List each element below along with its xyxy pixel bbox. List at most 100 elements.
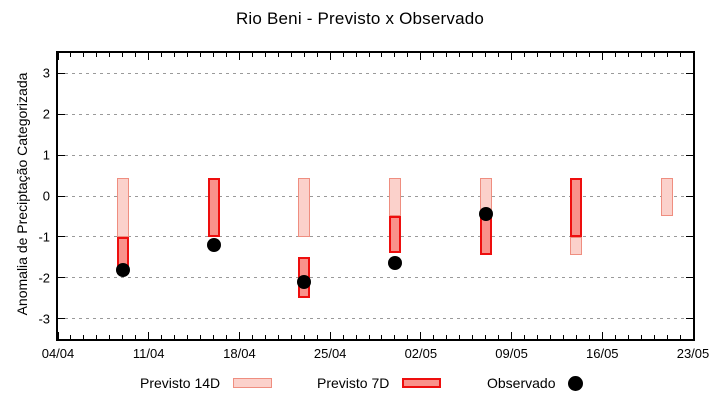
x-tick-mark-top bbox=[692, 53, 694, 60]
x-tick-mark-top bbox=[640, 53, 642, 57]
y-tick-label: -1 bbox=[38, 229, 50, 245]
x-tick-mark-top bbox=[549, 53, 551, 57]
x-tick-mark-bottom bbox=[109, 335, 111, 339]
x-tick-mark-top bbox=[562, 53, 564, 57]
legend-swatch-observado bbox=[568, 375, 584, 391]
x-tick-mark-top bbox=[394, 53, 396, 57]
x-tick-mark-bottom bbox=[381, 335, 383, 339]
x-tick-mark-bottom bbox=[148, 332, 150, 339]
legend-label: Previsto 14D bbox=[140, 375, 221, 391]
legend-item-observado: Observado bbox=[487, 371, 584, 395]
y-tick-mark-right bbox=[686, 113, 693, 115]
observed-point bbox=[206, 238, 221, 253]
x-tick-mark-bottom bbox=[135, 335, 137, 339]
observed-point bbox=[387, 256, 402, 271]
x-tick-mark-top bbox=[433, 53, 435, 57]
x-tick-mark-bottom bbox=[290, 335, 292, 339]
legend-label: Observado bbox=[487, 375, 556, 391]
x-tick-mark-bottom bbox=[459, 335, 461, 339]
x-tick-mark-bottom bbox=[653, 335, 655, 339]
x-tick-mark-bottom bbox=[485, 335, 487, 339]
legend-label: Previsto 7D bbox=[317, 375, 390, 391]
x-tick-mark-top bbox=[679, 53, 681, 57]
x-tick-mark-bottom bbox=[640, 335, 642, 339]
y-tick-mark-left bbox=[58, 318, 65, 320]
x-tick-mark-top bbox=[83, 53, 85, 57]
forecast-14d-bar bbox=[661, 177, 674, 217]
x-tick-label: 09/05 bbox=[495, 346, 528, 361]
forecast-14d-bar bbox=[570, 236, 583, 256]
x-tick-label: 18/04 bbox=[223, 346, 256, 361]
x-tick-mark-bottom bbox=[122, 335, 124, 339]
x-tick-mark-bottom bbox=[238, 332, 240, 339]
x-tick-mark-bottom bbox=[407, 335, 409, 339]
x-tick-mark-bottom bbox=[342, 335, 344, 339]
x-tick-mark-bottom bbox=[368, 335, 370, 339]
plot-area: -3 -2 -1 0 1 2 3 04/04 11/04 18/04 25/04 02/05 09/05… bbox=[38, 51, 709, 361]
x-tick-mark-top bbox=[420, 53, 422, 60]
x-tick-mark-top bbox=[290, 53, 292, 57]
gridline bbox=[58, 318, 693, 320]
x-tick-mark-top bbox=[614, 53, 616, 57]
x-tick-mark-bottom bbox=[225, 335, 227, 339]
x-tick-mark-bottom bbox=[433, 335, 435, 339]
x-tick-mark-top bbox=[601, 53, 603, 60]
observed-point bbox=[478, 207, 493, 222]
forecast-14d-bar bbox=[388, 177, 401, 217]
x-tick-mark-top bbox=[342, 53, 344, 57]
x-tick-mark-bottom bbox=[200, 335, 202, 339]
x-tick-mark-top bbox=[472, 53, 474, 57]
gridline bbox=[58, 154, 693, 156]
gridline bbox=[58, 72, 693, 74]
y-tick-mark-right bbox=[686, 72, 693, 74]
x-tick-mark-top bbox=[653, 53, 655, 57]
y-tick-mark-left bbox=[58, 236, 65, 238]
forecast-14d-bar bbox=[298, 177, 311, 237]
x-tick-mark-bottom bbox=[536, 335, 538, 339]
x-tick-mark-top bbox=[407, 53, 409, 57]
observed-point bbox=[115, 262, 130, 277]
x-tick-mark-bottom bbox=[498, 335, 500, 339]
x-tick-mark-bottom bbox=[666, 335, 668, 339]
x-tick-label: 25/04 bbox=[313, 346, 347, 361]
x-tick-mark-top bbox=[70, 53, 72, 57]
x-tick-mark-bottom bbox=[264, 335, 266, 339]
x-tick-mark-bottom bbox=[303, 335, 305, 339]
y-tick-mark-right bbox=[686, 154, 693, 156]
y-tick-label: -2 bbox=[38, 270, 50, 286]
y-axis-title: Anomalia de Preciptação Categorizada bbox=[14, 72, 30, 316]
x-tick-mark-top bbox=[57, 53, 59, 60]
x-tick-mark-bottom bbox=[446, 335, 448, 339]
x-tick-mark-bottom bbox=[627, 335, 629, 339]
x-tick-label: 11/04 bbox=[132, 346, 165, 361]
x-tick-mark-bottom bbox=[601, 332, 603, 339]
x-tick-mark-bottom bbox=[316, 335, 318, 339]
x-tick-mark-top bbox=[148, 53, 150, 60]
x-tick-mark-top bbox=[459, 53, 461, 57]
x-tick-mark-top bbox=[174, 53, 176, 57]
x-tick-mark-bottom bbox=[96, 335, 98, 339]
legend-item-previsto7d: Previsto 7D bbox=[317, 371, 442, 395]
x-tick-mark-bottom bbox=[83, 335, 85, 339]
y-tick-label: 0 bbox=[42, 188, 50, 204]
x-tick-mark-bottom bbox=[472, 335, 474, 339]
forecast-7d-bar bbox=[570, 177, 583, 237]
forecast-14d-bar bbox=[116, 177, 129, 237]
x-tick-mark-bottom bbox=[549, 335, 551, 339]
x-tick-mark-top bbox=[329, 53, 331, 60]
x-tick-mark-top bbox=[536, 53, 538, 57]
x-tick-mark-bottom bbox=[511, 332, 513, 339]
x-tick-mark-top bbox=[238, 53, 240, 60]
y-tick-mark-right bbox=[686, 318, 693, 320]
x-tick-mark-bottom bbox=[277, 335, 279, 339]
x-tick-mark-top bbox=[109, 53, 111, 57]
x-tick-mark-bottom bbox=[524, 335, 526, 339]
x-tick-mark-top bbox=[446, 53, 448, 57]
x-tick-mark-top bbox=[200, 53, 202, 57]
x-tick-mark-top bbox=[213, 53, 214, 57]
x-tick-mark-bottom bbox=[213, 335, 214, 339]
x-tick-mark-top bbox=[666, 53, 668, 57]
x-tick-mark-bottom bbox=[692, 332, 694, 339]
x-tick-label: 16/05 bbox=[586, 346, 619, 361]
